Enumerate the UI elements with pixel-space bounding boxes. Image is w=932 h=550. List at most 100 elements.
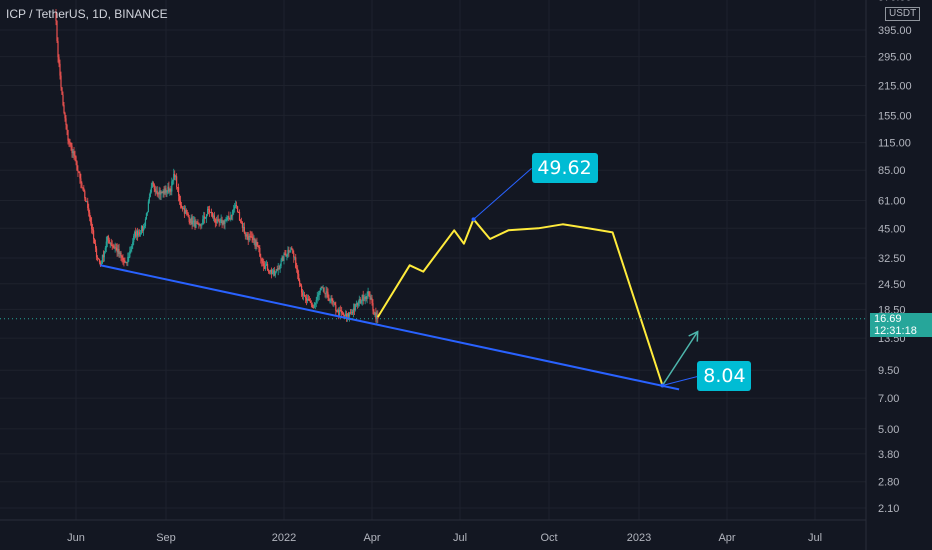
candle-body bbox=[333, 302, 335, 304]
time-axis[interactable]: Jun Sep 2022 Apr Jul Oct 2023 Apr Jul bbox=[0, 519, 866, 544]
candle-body bbox=[298, 273, 300, 281]
candle-body bbox=[241, 222, 244, 228]
time-tick-label: Apr bbox=[363, 532, 380, 544]
candle-body bbox=[139, 233, 142, 235]
candle-body bbox=[134, 231, 136, 236]
candle-body bbox=[322, 288, 324, 290]
candle-body bbox=[360, 300, 362, 304]
candle-body bbox=[141, 226, 144, 232]
candle-body bbox=[217, 219, 219, 221]
candle-body bbox=[256, 241, 258, 246]
price-tick-label: 85.00 bbox=[878, 165, 906, 177]
candle-body bbox=[277, 268, 279, 271]
callout-leader-top bbox=[473, 167, 532, 220]
candle-body bbox=[106, 235, 108, 242]
candle-body bbox=[128, 256, 130, 258]
candle-body bbox=[325, 291, 327, 294]
candle-body bbox=[110, 242, 112, 245]
time-tick-label: Jun bbox=[67, 532, 85, 544]
candle-body bbox=[62, 94, 64, 106]
last-price-value: 16.69 bbox=[874, 312, 902, 325]
candle-body bbox=[207, 208, 210, 210]
candle-body bbox=[125, 262, 127, 264]
candle-body bbox=[284, 253, 286, 256]
candle-body bbox=[61, 87, 63, 95]
candle-body bbox=[59, 63, 61, 76]
candle-body bbox=[176, 176, 178, 188]
candle-body bbox=[334, 302, 336, 306]
candle-body bbox=[345, 313, 348, 317]
support-trendline[interactable] bbox=[100, 264, 680, 391]
rebound-arrow[interactable] bbox=[661, 331, 699, 386]
candle-body bbox=[99, 262, 102, 266]
candle-body bbox=[105, 241, 107, 248]
candle-body bbox=[281, 256, 283, 260]
projection-path[interactable] bbox=[376, 218, 664, 386]
candle-body bbox=[85, 198, 87, 202]
candle-body bbox=[324, 293, 326, 295]
candle-body bbox=[58, 57, 60, 64]
candle-body bbox=[273, 270, 275, 276]
candle-body bbox=[140, 226, 143, 234]
candle-body bbox=[171, 181, 173, 192]
candle-body bbox=[119, 252, 121, 254]
callout-target-top[interactable]: 49.62 bbox=[531, 153, 598, 184]
candle-body bbox=[337, 309, 339, 313]
candle-body bbox=[234, 206, 236, 209]
candle-body bbox=[328, 297, 330, 301]
candle-body bbox=[232, 209, 234, 216]
callout-target-bottom[interactable]: 8.04 bbox=[697, 361, 752, 392]
candle-body bbox=[215, 222, 217, 224]
candle-body bbox=[123, 260, 125, 262]
candle-body bbox=[293, 253, 295, 258]
candle-body bbox=[174, 174, 176, 177]
candle-body bbox=[219, 220, 221, 223]
candle-body bbox=[92, 229, 94, 231]
candle-body bbox=[96, 257, 99, 259]
price-axis[interactable]: 570.00 395.00 295.00 215.00 155.00 115.00 85.0… bbox=[865, 0, 932, 550]
candle-body bbox=[57, 41, 59, 58]
candle-body bbox=[124, 261, 126, 263]
candle-body bbox=[251, 236, 253, 238]
candle-body bbox=[280, 259, 282, 266]
candle-body bbox=[166, 191, 168, 193]
candle-body bbox=[226, 217, 228, 220]
candle-body bbox=[157, 192, 159, 195]
candle-body bbox=[349, 312, 352, 314]
candle-body bbox=[255, 241, 257, 247]
candle-body bbox=[194, 220, 196, 228]
candle-body bbox=[271, 273, 273, 275]
candle-body bbox=[102, 254, 104, 258]
candle-body bbox=[252, 237, 254, 240]
candle-body bbox=[268, 271, 271, 273]
candle-body bbox=[146, 211, 149, 214]
candle-body bbox=[107, 235, 109, 240]
price-tick-label: 2.80 bbox=[878, 477, 899, 489]
grid-lines bbox=[0, 0, 866, 520]
candle-body bbox=[346, 313, 349, 317]
candle-body bbox=[179, 200, 182, 206]
candle-body bbox=[201, 224, 203, 226]
candle-body bbox=[178, 195, 181, 201]
candle-body bbox=[155, 190, 157, 192]
candle-body bbox=[343, 313, 345, 316]
candle-body bbox=[302, 294, 305, 296]
candle-body bbox=[330, 298, 332, 301]
candle-body bbox=[205, 217, 207, 219]
candle-body bbox=[165, 188, 167, 193]
price-tick-label: 3.80 bbox=[878, 449, 899, 461]
candle-body bbox=[376, 314, 378, 319]
currency-label[interactable]: USDT bbox=[885, 7, 921, 21]
price-tick-label: 24.50 bbox=[878, 279, 906, 291]
candle-body bbox=[345, 313, 347, 317]
candle-body bbox=[83, 188, 85, 192]
candle-body bbox=[236, 205, 238, 207]
candle-body bbox=[364, 296, 366, 300]
candle-body bbox=[356, 303, 358, 306]
candle-body bbox=[79, 172, 81, 179]
candle-body bbox=[296, 267, 298, 270]
candle-body bbox=[319, 290, 321, 293]
candle-body bbox=[192, 221, 194, 225]
candle-body bbox=[248, 235, 250, 241]
